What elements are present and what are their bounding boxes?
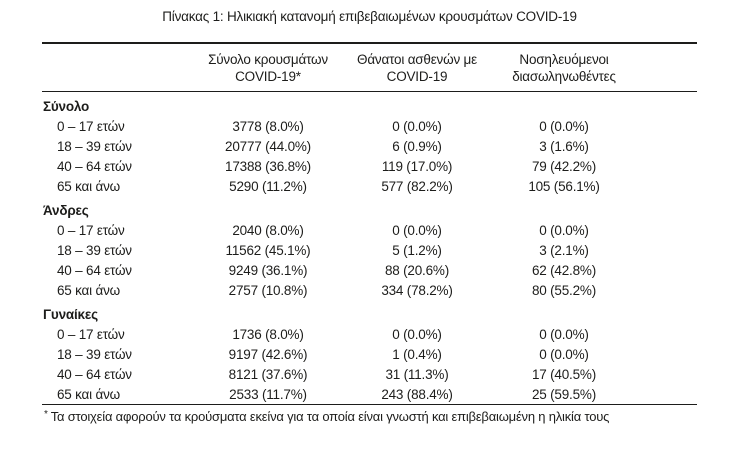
age-cell: 0 – 17 ετών	[57, 326, 125, 342]
age-cell: 40 – 64 ετών	[57, 366, 132, 382]
footnote-marker: *	[44, 409, 48, 420]
age-cell: 65 και άνω	[57, 386, 121, 402]
header-spacer-cell	[640, 43, 697, 92]
deaths-cell: 5 (1.2%)	[392, 242, 442, 258]
spacer-cell	[640, 260, 697, 280]
cases-cell: 2757 (10.8%)	[228, 282, 308, 298]
deaths-cell: 334 (78.2%)	[381, 282, 453, 298]
spacer-cell	[640, 136, 697, 156]
intubated-cell: 62 (42.8%)	[531, 262, 597, 278]
spacer-cell	[640, 176, 697, 196]
intubated-cell: 0 (0.0%)	[539, 346, 589, 362]
intubated-cell: 0 (0.0%)	[539, 326, 589, 342]
table-row: 0 – 17 ετών 2040 (8.0%) 0 (0.0%) 0 (0.0%…	[42, 220, 697, 240]
table-row: 40 – 64 ετών 8121 (37.6%) 31 (11.3%) 17 …	[42, 364, 697, 384]
cases-cell: 20777 (44.0%)	[225, 138, 311, 154]
table-row: 18 – 39 ετών 11562 (45.1%) 5 (1.2%) 3 (2…	[42, 240, 697, 260]
section-label: Άνδρες	[43, 203, 89, 218]
section-men: Άνδρες 0 – 17 ετών 2040 (8.0%) 0 (0.0%) …	[42, 196, 697, 300]
section-header-row: Άνδρες	[42, 196, 697, 220]
footnote-text: Τα στοιχεία αφορούν τα κρούσματα εκείνα …	[50, 409, 610, 424]
deaths-cell: 0 (0.0%)	[392, 118, 442, 134]
covid-age-distribution-table: Σύνολο κρουσμάτων COVID-19* Θάνατοι ασθε…	[42, 42, 697, 405]
table-row: 18 – 39 ετών 20777 (44.0%) 6 (0.9%) 3 (1…	[42, 136, 697, 156]
section-header-row: Γυναίκες	[42, 300, 697, 324]
report-page: Πίνακας 1: Ηλικιακή κατανομή επιβεβαιωμέ…	[42, 0, 697, 425]
header-empty-cell	[42, 43, 190, 92]
table-row: 0 – 17 ετών 1736 (8.0%) 0 (0.0%) 0 (0.0%…	[42, 324, 697, 344]
deaths-cell: 31 (11.3%)	[385, 366, 449, 382]
column-header-line2: COVID-19	[386, 69, 448, 84]
intubated-cell: 105 (56.1%)	[528, 178, 600, 194]
footnote: * Τα στοιχεία αφορούν τα κρούσματα εκείνα…	[42, 408, 697, 425]
deaths-cell: 243 (88.4%)	[381, 386, 453, 402]
header-row: Σύνολο κρουσμάτων COVID-19* Θάνατοι ασθε…	[42, 43, 697, 92]
deaths-cell: 0 (0.0%)	[392, 326, 442, 342]
table-row: 65 και άνω 2757 (10.8%) 334 (78.2%) 80 (…	[42, 280, 697, 300]
spacer-cell	[640, 344, 697, 364]
table-title: Πίνακας 1: Ηλικιακή κατανομή επιβεβαιωμέ…	[162, 9, 577, 24]
table-row: 65 και άνω 2533 (11.7%) 243 (88.4%) 25 (…	[42, 384, 697, 405]
cases-cell: 2040 (8.0%)	[232, 222, 304, 238]
age-cell: 0 – 17 ετών	[57, 222, 125, 238]
spacer-cell	[640, 324, 697, 344]
cases-cell: 9249 (36.1%)	[228, 262, 308, 278]
section-header-row: Σύνολο	[42, 92, 697, 117]
age-cell: 40 – 64 ετών	[57, 158, 132, 174]
intubated-cell: 3 (2.1%)	[539, 242, 589, 258]
age-cell: 40 – 64 ετών	[57, 262, 132, 278]
section-total: Σύνολο 0 – 17 ετών 3778 (8.0%) 0 (0.0%) …	[42, 92, 697, 197]
column-header-intubated: Νοσηλευόμενοι διασωληνωθέντες	[488, 43, 640, 92]
column-header-line1: Θάνατοι ασθενών με	[357, 52, 477, 67]
age-cell: 0 – 17 ετών	[57, 118, 125, 134]
table-row: 65 και άνω 5290 (11.2%) 577 (82.2%) 105 …	[42, 176, 697, 196]
intubated-cell: 25 (59.5%)	[531, 386, 597, 402]
column-header-line2: διασωληνωθέντες	[512, 69, 616, 84]
section-women: Γυναίκες 0 – 17 ετών 1736 (8.0%) 0 (0.0%…	[42, 300, 697, 405]
age-cell: 18 – 39 ετών	[57, 346, 132, 362]
intubated-cell: 3 (1.6%)	[539, 138, 589, 154]
deaths-cell: 1 (0.4%)	[392, 346, 442, 362]
deaths-cell: 577 (82.2%)	[381, 178, 453, 194]
cases-cell: 8121 (37.6%)	[228, 366, 308, 382]
intubated-cell: 0 (0.0%)	[539, 118, 589, 134]
intubated-cell: 80 (55.2%)	[531, 282, 597, 298]
spacer-cell	[640, 240, 697, 260]
cases-cell: 17388 (36.8%)	[225, 158, 311, 174]
cases-cell: 1736 (8.0%)	[232, 326, 304, 342]
spacer-cell	[640, 384, 697, 405]
intubated-cell: 17 (40.5%)	[531, 366, 597, 382]
spacer-cell	[640, 280, 697, 300]
age-cell: 18 – 39 ετών	[57, 242, 132, 258]
deaths-cell: 119 (17.0%)	[381, 158, 453, 174]
column-header-total-cases: Σύνολο κρουσμάτων COVID-19*	[190, 43, 346, 92]
column-header-deaths: Θάνατοι ασθενών με COVID-19	[346, 43, 488, 92]
spacer-cell	[640, 156, 697, 176]
age-cell: 65 και άνω	[57, 282, 121, 298]
table-row: 40 – 64 ετών 9249 (36.1%) 88 (20.6%) 62 …	[42, 260, 697, 280]
intubated-cell: 79 (42.2%)	[531, 158, 597, 174]
cases-cell: 3778 (8.0%)	[232, 118, 304, 134]
deaths-cell: 6 (0.9%)	[392, 138, 442, 154]
spacer-cell	[640, 116, 697, 136]
intubated-cell: 0 (0.0%)	[539, 222, 589, 238]
column-header-line1: Σύνολο κρουσμάτων	[208, 52, 328, 67]
table-row: 18 – 39 ετών 9197 (42.6%) 1 (0.4%) 0 (0.…	[42, 344, 697, 364]
deaths-cell: 0 (0.0%)	[392, 222, 442, 238]
column-header-line2: COVID-19*	[235, 69, 301, 84]
spacer-cell	[640, 220, 697, 240]
cases-cell: 11562 (45.1%)	[225, 242, 311, 258]
deaths-cell: 88 (20.6%)	[384, 262, 450, 278]
age-cell: 18 – 39 ετών	[57, 138, 132, 154]
column-header-line1: Νοσηλευόμενοι	[519, 52, 609, 67]
section-label: Γυναίκες	[43, 307, 98, 322]
cases-cell: 2533 (11.7%)	[229, 386, 307, 402]
age-cell: 65 και άνω	[57, 178, 121, 194]
table-row: 40 – 64 ετών 17388 (36.8%) 119 (17.0%) 7…	[42, 156, 697, 176]
cases-cell: 5290 (11.2%)	[229, 178, 307, 194]
table-row: 0 – 17 ετών 3778 (8.0%) 0 (0.0%) 0 (0.0%…	[42, 116, 697, 136]
cases-cell: 9197 (42.6%)	[228, 346, 308, 362]
section-label: Σύνολο	[43, 99, 90, 114]
spacer-cell	[640, 364, 697, 384]
